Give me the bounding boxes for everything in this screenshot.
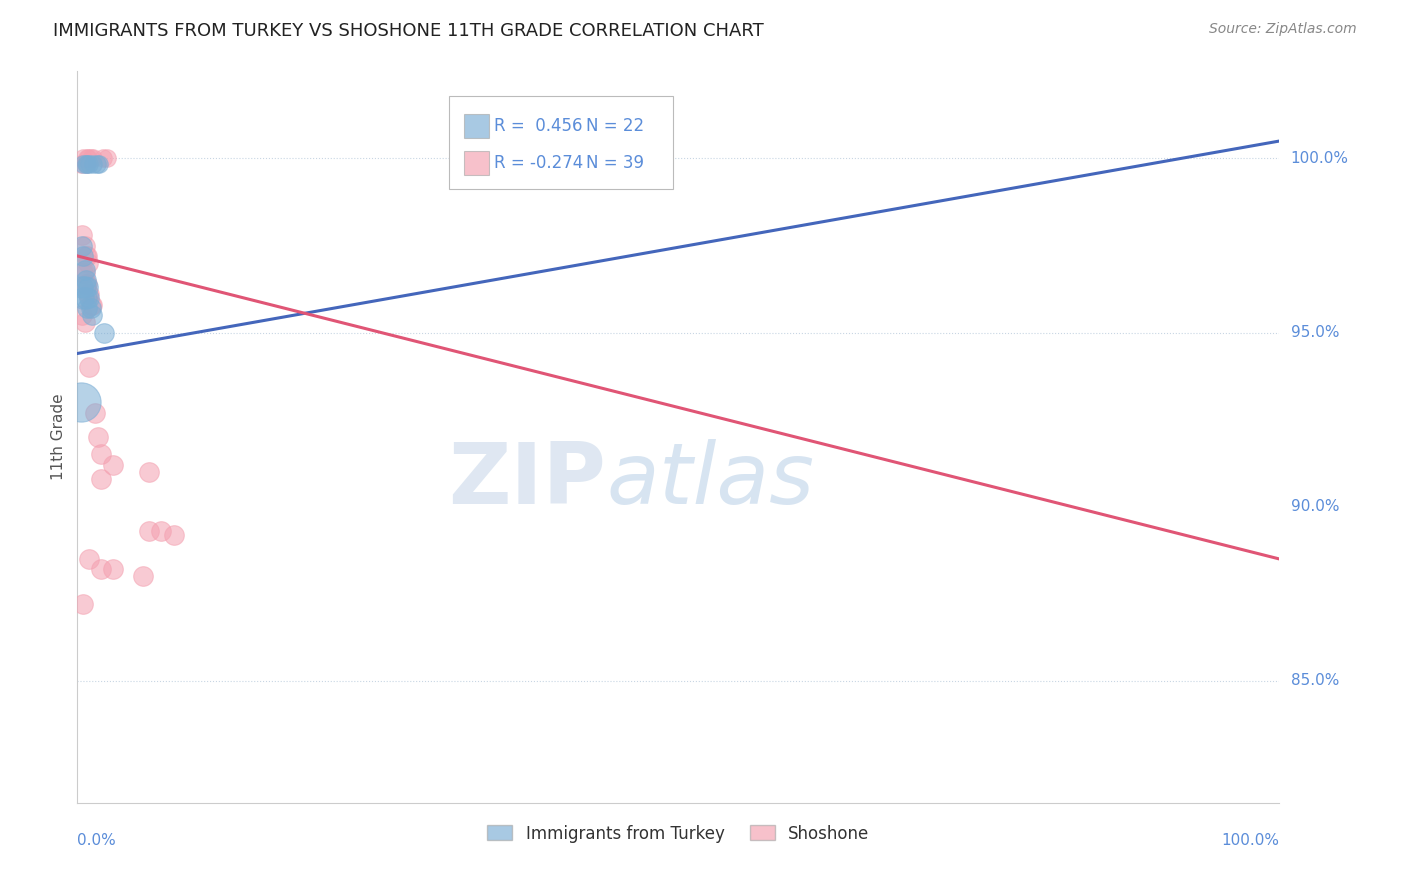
Point <box>70 228 93 243</box>
Point <box>77 256 100 270</box>
Point <box>79 291 101 305</box>
Text: 90.0%: 90.0% <box>1291 500 1339 515</box>
Text: IMMIGRANTS FROM TURKEY VS SHOSHONE 11TH GRADE CORRELATION CHART: IMMIGRANTS FROM TURKEY VS SHOSHONE 11TH … <box>53 22 765 40</box>
Point <box>90 448 112 462</box>
Point <box>75 273 97 287</box>
Point <box>87 430 110 444</box>
Point <box>70 280 93 294</box>
Text: 95.0%: 95.0% <box>1291 325 1339 340</box>
Point <box>79 287 101 301</box>
Point <box>138 465 160 479</box>
Point <box>75 156 97 170</box>
Point <box>79 298 101 312</box>
Point <box>73 266 96 280</box>
Point <box>87 156 110 170</box>
Point <box>103 562 125 576</box>
Text: N = 39: N = 39 <box>586 153 644 172</box>
Point <box>90 562 112 576</box>
Text: N = 22: N = 22 <box>586 117 644 136</box>
Point <box>76 277 98 291</box>
Point <box>76 152 98 166</box>
Point <box>79 301 101 316</box>
Point <box>132 569 155 583</box>
Y-axis label: 11th Grade: 11th Grade <box>51 393 66 481</box>
Point <box>70 238 93 252</box>
Point <box>75 277 97 291</box>
Point <box>86 156 108 170</box>
Point <box>84 406 107 420</box>
Point <box>79 152 101 166</box>
Point <box>72 152 94 166</box>
Point <box>80 298 103 312</box>
Text: R =  0.456: R = 0.456 <box>495 117 583 136</box>
Point <box>73 238 96 252</box>
Point <box>72 266 94 280</box>
Point <box>93 326 115 340</box>
Point <box>73 315 96 329</box>
Point <box>72 249 94 263</box>
Point <box>76 156 98 170</box>
Point <box>77 287 100 301</box>
Text: atlas: atlas <box>606 440 814 523</box>
Point <box>75 156 97 170</box>
Point <box>103 458 125 472</box>
Point <box>70 308 93 322</box>
Text: Source: ZipAtlas.com: Source: ZipAtlas.com <box>1209 22 1357 37</box>
Point <box>72 597 94 611</box>
Text: 85.0%: 85.0% <box>1291 673 1339 689</box>
Point <box>79 552 101 566</box>
Point <box>90 472 112 486</box>
Text: 100.0%: 100.0% <box>1222 833 1279 848</box>
Point <box>73 263 96 277</box>
Text: R = -0.274: R = -0.274 <box>495 153 583 172</box>
Point <box>77 280 100 294</box>
Legend: Immigrants from Turkey, Shoshone: Immigrants from Turkey, Shoshone <box>481 818 876 849</box>
Text: ZIP: ZIP <box>449 440 606 523</box>
Point <box>162 527 184 541</box>
Point <box>138 524 160 538</box>
Point <box>73 280 96 294</box>
Point <box>76 249 98 263</box>
Point <box>80 308 103 322</box>
Point <box>72 156 94 170</box>
Point <box>82 156 104 170</box>
Point <box>75 291 97 305</box>
Text: 100.0%: 100.0% <box>1291 151 1348 166</box>
Point <box>150 524 173 538</box>
Point <box>96 152 118 166</box>
Point <box>79 360 101 375</box>
Point <box>77 152 100 166</box>
Point <box>72 291 94 305</box>
Point <box>76 301 98 316</box>
Point <box>75 249 97 263</box>
Point <box>91 152 114 166</box>
Point <box>82 152 104 166</box>
Point <box>70 156 93 170</box>
Point <box>79 156 101 170</box>
Point <box>70 395 93 409</box>
Text: 0.0%: 0.0% <box>77 833 117 848</box>
